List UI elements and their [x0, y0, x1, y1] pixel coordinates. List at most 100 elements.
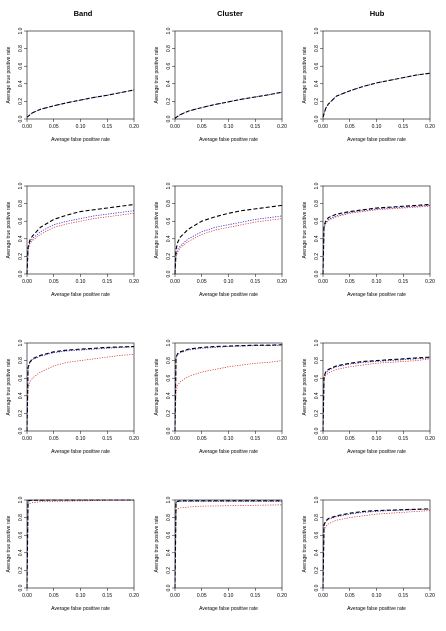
y-tick-label: 0.8	[166, 514, 172, 521]
y-tick-label: 0.0	[166, 115, 172, 122]
x-axis-label: Average false positive rate	[51, 292, 110, 298]
y-tick-label: 0.8	[18, 200, 24, 207]
x-tick-label: 0.15	[102, 593, 112, 599]
chart-panel: 0.00 0.05 0.10 0.15 0.20 0.0 0.2 0.4 0.6 0.8 1.0 Av…	[154, 496, 287, 612]
x-tick-label: 0.00	[22, 436, 32, 442]
x-axis-label: Average false positive rate	[51, 606, 110, 612]
x-axis-label: Average false positive rate	[347, 449, 406, 455]
x-tick-label: 0.20	[129, 436, 139, 442]
series-line-red	[26, 89, 135, 118]
y-tick-label: 1.0	[314, 27, 320, 34]
x-axis-label: Average false positive rate	[51, 137, 110, 143]
y-tick-label: 0.2	[166, 98, 172, 105]
series-line-black	[322, 72, 431, 118]
x-tick-label: 0.05	[197, 124, 207, 130]
chart-panel: 0.00 0.05 0.10 0.15 0.20 0.0 0.2 0.4 0.6 0.8 1.0 Av…	[302, 339, 435, 455]
x-tick-label: 0.05	[49, 436, 59, 442]
x-tick-label: 0.05	[345, 436, 355, 442]
x-tick-label: 0.15	[250, 436, 260, 442]
series-line-blue	[174, 91, 283, 119]
x-tick-label: 0.00	[170, 124, 180, 130]
x-tick-label: 0.05	[197, 436, 207, 442]
series-line-blue	[174, 500, 282, 589]
series-line-black	[174, 204, 283, 275]
y-tick-label: 0.0	[314, 427, 320, 434]
y-tick-label: 0.6	[314, 218, 320, 225]
plot-frame	[174, 185, 283, 275]
series-line-red	[26, 500, 134, 589]
x-tick-label: 0.20	[425, 593, 435, 599]
y-tick-label: 0.4	[166, 235, 172, 242]
chart-panels: 0.00 0.05 0.10 0.15 0.20 0.0 0.2 0.4 0.6 0.8 1.0 Av…	[6, 27, 435, 612]
chart-panel: 0.00 0.05 0.10 0.15 0.20 0.0 0.2 0.4 0.6 0.8 1.0 Av…	[302, 27, 435, 143]
y-tick-label: 1.0	[18, 496, 24, 503]
y-axis-label: Average true positive rate	[6, 46, 12, 103]
y-tick-label: 0.0	[166, 584, 172, 591]
y-tick-label: 0.2	[314, 98, 320, 105]
x-tick-label: 0.10	[224, 279, 234, 285]
series-line-red	[26, 354, 135, 432]
series-line-blue	[26, 499, 134, 589]
series-line-red	[174, 360, 283, 432]
series-line-blue	[26, 210, 135, 275]
y-tick-label: 0.6	[314, 63, 320, 70]
y-tick-label: 0.6	[18, 63, 24, 70]
x-tick-label: 0.00	[318, 124, 328, 130]
x-tick-label: 0.10	[224, 124, 234, 130]
x-axis-label: Average false positive rate	[51, 449, 110, 455]
chart-panel: 0.00 0.05 0.10 0.15 0.20 0.0 0.2 0.4 0.6 0.8 1.0 Av…	[6, 27, 139, 143]
x-tick-label: 0.10	[224, 436, 234, 442]
x-tick-label: 0.00	[22, 279, 32, 285]
y-tick-label: 0.6	[314, 375, 320, 382]
x-tick-label: 0.00	[170, 436, 180, 442]
plot-frame	[322, 499, 431, 589]
y-tick-label: 0.0	[166, 270, 172, 277]
x-tick-label: 0.10	[76, 279, 86, 285]
series-line-blue	[322, 204, 431, 275]
chart-panel: 0.00 0.05 0.10 0.15 0.20 0.0 0.2 0.4 0.6 0.8 1.0 Av…	[6, 182, 139, 298]
x-tick-label: 0.10	[76, 436, 86, 442]
x-tick-label: 0.15	[398, 593, 408, 599]
plot-frame	[26, 342, 135, 432]
series-line-blue	[26, 346, 135, 432]
x-axis-label: Average false positive rate	[347, 292, 406, 298]
x-tick-label: 0.15	[102, 279, 112, 285]
x-axis-label: Average false positive rate	[199, 606, 258, 612]
y-tick-label: 0.2	[18, 98, 24, 105]
y-tick-label: 0.8	[166, 357, 172, 364]
y-tick-label: 0.6	[18, 218, 24, 225]
y-tick-label: 0.4	[166, 80, 172, 87]
y-tick-label: 0.6	[18, 375, 24, 382]
x-tick-label: 0.05	[345, 593, 355, 599]
y-tick-label: 1.0	[314, 182, 320, 189]
x-tick-label: 0.10	[372, 436, 382, 442]
x-tick-label: 0.00	[318, 593, 328, 599]
y-tick-label: 0.8	[314, 357, 320, 364]
y-tick-label: 0.2	[18, 410, 24, 417]
x-tick-label: 0.20	[425, 279, 435, 285]
x-tick-label: 0.10	[76, 593, 86, 599]
x-tick-label: 0.05	[345, 124, 355, 130]
x-tick-label: 0.00	[318, 279, 328, 285]
y-tick-label: 0.2	[166, 253, 172, 260]
y-tick-label: 0.6	[166, 532, 172, 539]
series-line-blue	[322, 508, 431, 589]
x-tick-label: 0.10	[372, 279, 382, 285]
y-tick-label: 0.6	[314, 532, 320, 539]
plot-frame	[322, 342, 431, 432]
y-tick-label: 0.0	[314, 584, 320, 591]
y-tick-label: 1.0	[314, 496, 320, 503]
series-line-red	[174, 218, 283, 275]
y-tick-label: 0.8	[18, 357, 24, 364]
x-tick-label: 0.20	[425, 436, 435, 442]
y-tick-label: 0.2	[18, 567, 24, 574]
x-tick-label: 0.10	[76, 124, 86, 130]
x-tick-label: 0.05	[49, 593, 59, 599]
x-tick-label: 0.05	[197, 593, 207, 599]
plot-frame	[174, 30, 283, 120]
y-tick-label: 0.4	[18, 235, 24, 242]
x-tick-label: 0.15	[102, 436, 112, 442]
y-tick-label: 0.0	[166, 427, 172, 434]
y-tick-label: 0.8	[314, 514, 320, 521]
x-tick-label: 0.05	[49, 279, 59, 285]
